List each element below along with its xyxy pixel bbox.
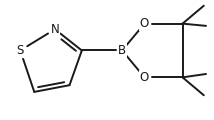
Text: B: B bbox=[118, 44, 126, 57]
Text: O: O bbox=[140, 17, 149, 30]
Text: O: O bbox=[140, 71, 149, 84]
Text: S: S bbox=[17, 44, 24, 57]
Text: N: N bbox=[51, 23, 59, 36]
